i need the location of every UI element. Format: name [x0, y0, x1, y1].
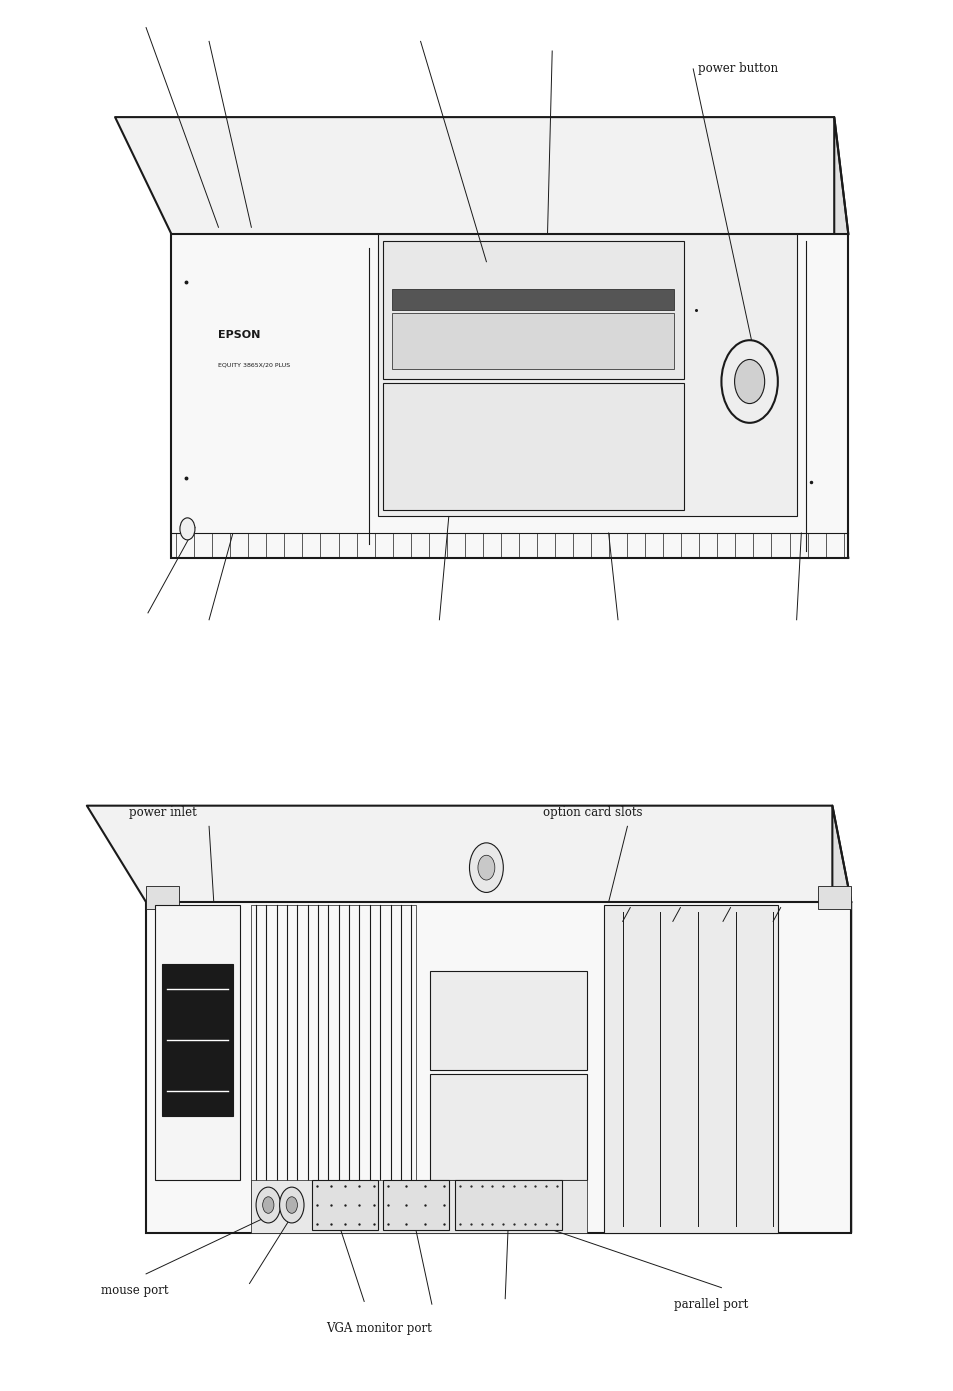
Bar	[818, 886, 850, 908]
Text: option card slots: option card slots	[542, 805, 641, 819]
Bar	[382, 1180, 448, 1230]
Bar	[382, 241, 683, 378]
Circle shape	[734, 359, 764, 403]
Circle shape	[477, 855, 495, 881]
Circle shape	[180, 517, 194, 540]
Text: parallel port: parallel port	[674, 1298, 748, 1310]
Text: EPSON: EPSON	[218, 330, 260, 339]
Bar	[378, 234, 796, 516]
Text: mouse port: mouse port	[101, 1284, 169, 1296]
Text: power inlet: power inlet	[129, 805, 196, 819]
Bar	[392, 289, 674, 310]
Polygon shape	[833, 117, 847, 558]
Bar	[392, 313, 674, 369]
Bar	[603, 904, 777, 1232]
Circle shape	[286, 1196, 297, 1213]
Text: power button: power button	[698, 63, 778, 75]
Bar	[313, 1180, 378, 1230]
Bar	[155, 904, 240, 1180]
Text: EQUITY 3865X/20 PLUS: EQUITY 3865X/20 PLUS	[218, 363, 291, 367]
Bar	[430, 1074, 586, 1180]
Bar	[430, 971, 586, 1070]
Circle shape	[255, 1187, 280, 1223]
Circle shape	[720, 341, 777, 423]
Circle shape	[469, 843, 503, 893]
Bar	[455, 1180, 561, 1230]
Circle shape	[279, 1187, 304, 1223]
Bar	[146, 903, 850, 1232]
Bar	[172, 234, 847, 558]
Text: VGA monitor port: VGA monitor port	[326, 1323, 432, 1335]
Polygon shape	[115, 117, 847, 234]
Circle shape	[262, 1196, 274, 1213]
Polygon shape	[87, 805, 850, 903]
Bar	[162, 964, 233, 1116]
Bar	[146, 886, 179, 908]
Bar	[251, 1180, 586, 1232]
Bar	[382, 383, 683, 509]
Polygon shape	[831, 805, 850, 1232]
